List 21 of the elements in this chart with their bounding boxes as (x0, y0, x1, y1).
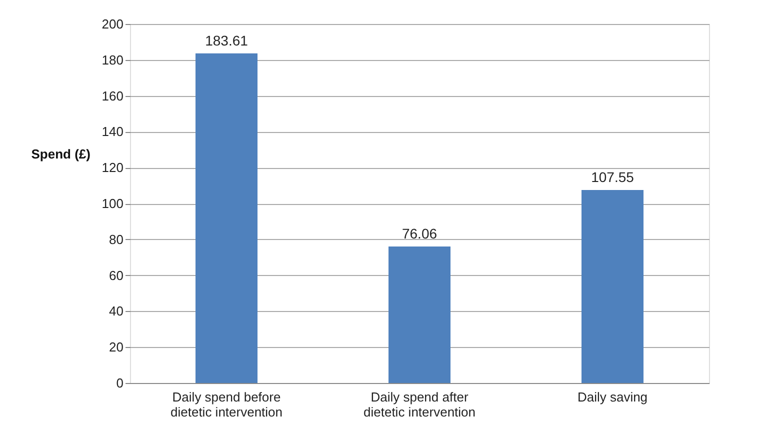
data-label: 183.61 (205, 32, 248, 48)
y-tick-label: 0 (116, 376, 124, 390)
bar (582, 190, 644, 383)
y-tick-label: 140 (102, 124, 124, 140)
y-tick-label: 20 (109, 340, 124, 355)
y-tick-label: 120 (102, 160, 124, 176)
y-tick-label: 200 (102, 16, 124, 32)
y-tick-label: 80 (109, 232, 124, 247)
x-tick-label: Daily spend before dietetic intervention (170, 390, 283, 420)
x-tick-label: Daily saving (577, 390, 648, 404)
x-tick-label: Daily spend after dietetic intervention (363, 390, 476, 420)
y-tick-label: 40 (109, 304, 124, 319)
data-label: 76.06 (402, 225, 438, 242)
y-tick-label: 160 (102, 88, 124, 104)
bar (388, 246, 450, 383)
data-label: 107.55 (591, 168, 634, 185)
bar (196, 53, 258, 383)
y-axis-title: Spend (£) (31, 146, 90, 162)
y-tick-label: 180 (102, 52, 124, 68)
y-tick-label: 100 (102, 196, 124, 211)
y-tick-label: 60 (109, 268, 124, 283)
